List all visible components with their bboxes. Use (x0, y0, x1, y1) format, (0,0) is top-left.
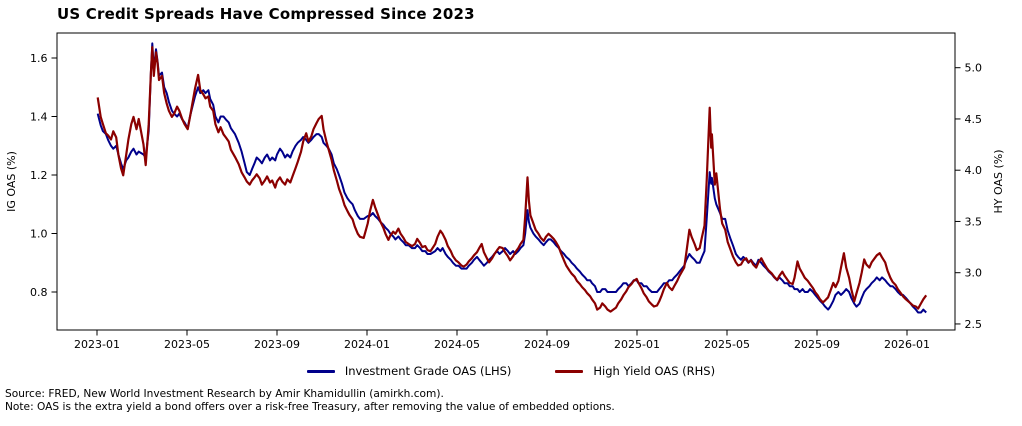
left-axis-tick-label: 1.0 (30, 227, 48, 240)
right-axis-tick-label: 4.5 (965, 113, 983, 126)
left-axis-label: IG OAS (%) (5, 151, 18, 212)
hy-line-swatch (555, 369, 584, 373)
x-axis-tick-label: 2025-01 (614, 338, 660, 351)
legend-label-high-yield: High Yield OAS (RHS) (593, 364, 716, 378)
right-axis-tick-label: 3.0 (965, 267, 983, 280)
left-axis-tick-label: 0.8 (30, 286, 48, 299)
right-axis-tick-label: 4.0 (965, 164, 983, 177)
x-axis-tick-label: 2023-01 (74, 338, 120, 351)
left-axis-tick-label: 1.2 (30, 169, 48, 182)
x-axis-tick-label: 2023-05 (164, 338, 210, 351)
right-axis-tick-label: 2.5 (965, 318, 983, 331)
legend-item-investment-grade: Investment Grade OAS (LHS) (306, 364, 512, 378)
x-axis-tick-label: 2024-09 (524, 338, 570, 351)
x-axis-tick-label: 2025-09 (794, 338, 840, 351)
legend-label-investment-grade: Investment Grade OAS (LHS) (344, 364, 512, 378)
left-axis-tick-label: 1.4 (30, 110, 48, 123)
chart-title: US Credit Spreads Have Compressed Since … (57, 5, 475, 23)
x-axis-tick-label: 2024-05 (434, 338, 480, 351)
x-axis-tick-label: 2025-05 (704, 338, 750, 351)
x-axis-tick-label: 2023-09 (254, 338, 300, 351)
x-axis-tick-label: 2024-01 (344, 338, 390, 351)
high-yield-line (96, 46, 928, 313)
legend: Investment Grade OAS (LHS) High Yield OA… (0, 361, 1022, 381)
left-axis-tick-label: 1.6 (30, 52, 48, 65)
source-line: Source: FRED, New World Investment Resea… (5, 388, 444, 400)
ig-line-swatch (306, 369, 335, 373)
x-axis-tick-label: 2026-01 (884, 338, 930, 351)
note-line: Note: OAS is the extra yield a bond offe… (5, 401, 615, 414)
footer: Source: FRED, New World Investment Resea… (5, 388, 615, 414)
right-axis-label: HY OAS (%) (992, 150, 1005, 214)
legend-item-high-yield: High Yield OAS (RHS) (555, 364, 715, 378)
right-axis-tick-label: 5.0 (965, 62, 983, 75)
right-axis-tick-label: 3.5 (965, 215, 983, 228)
plot-frame (56, 32, 956, 331)
